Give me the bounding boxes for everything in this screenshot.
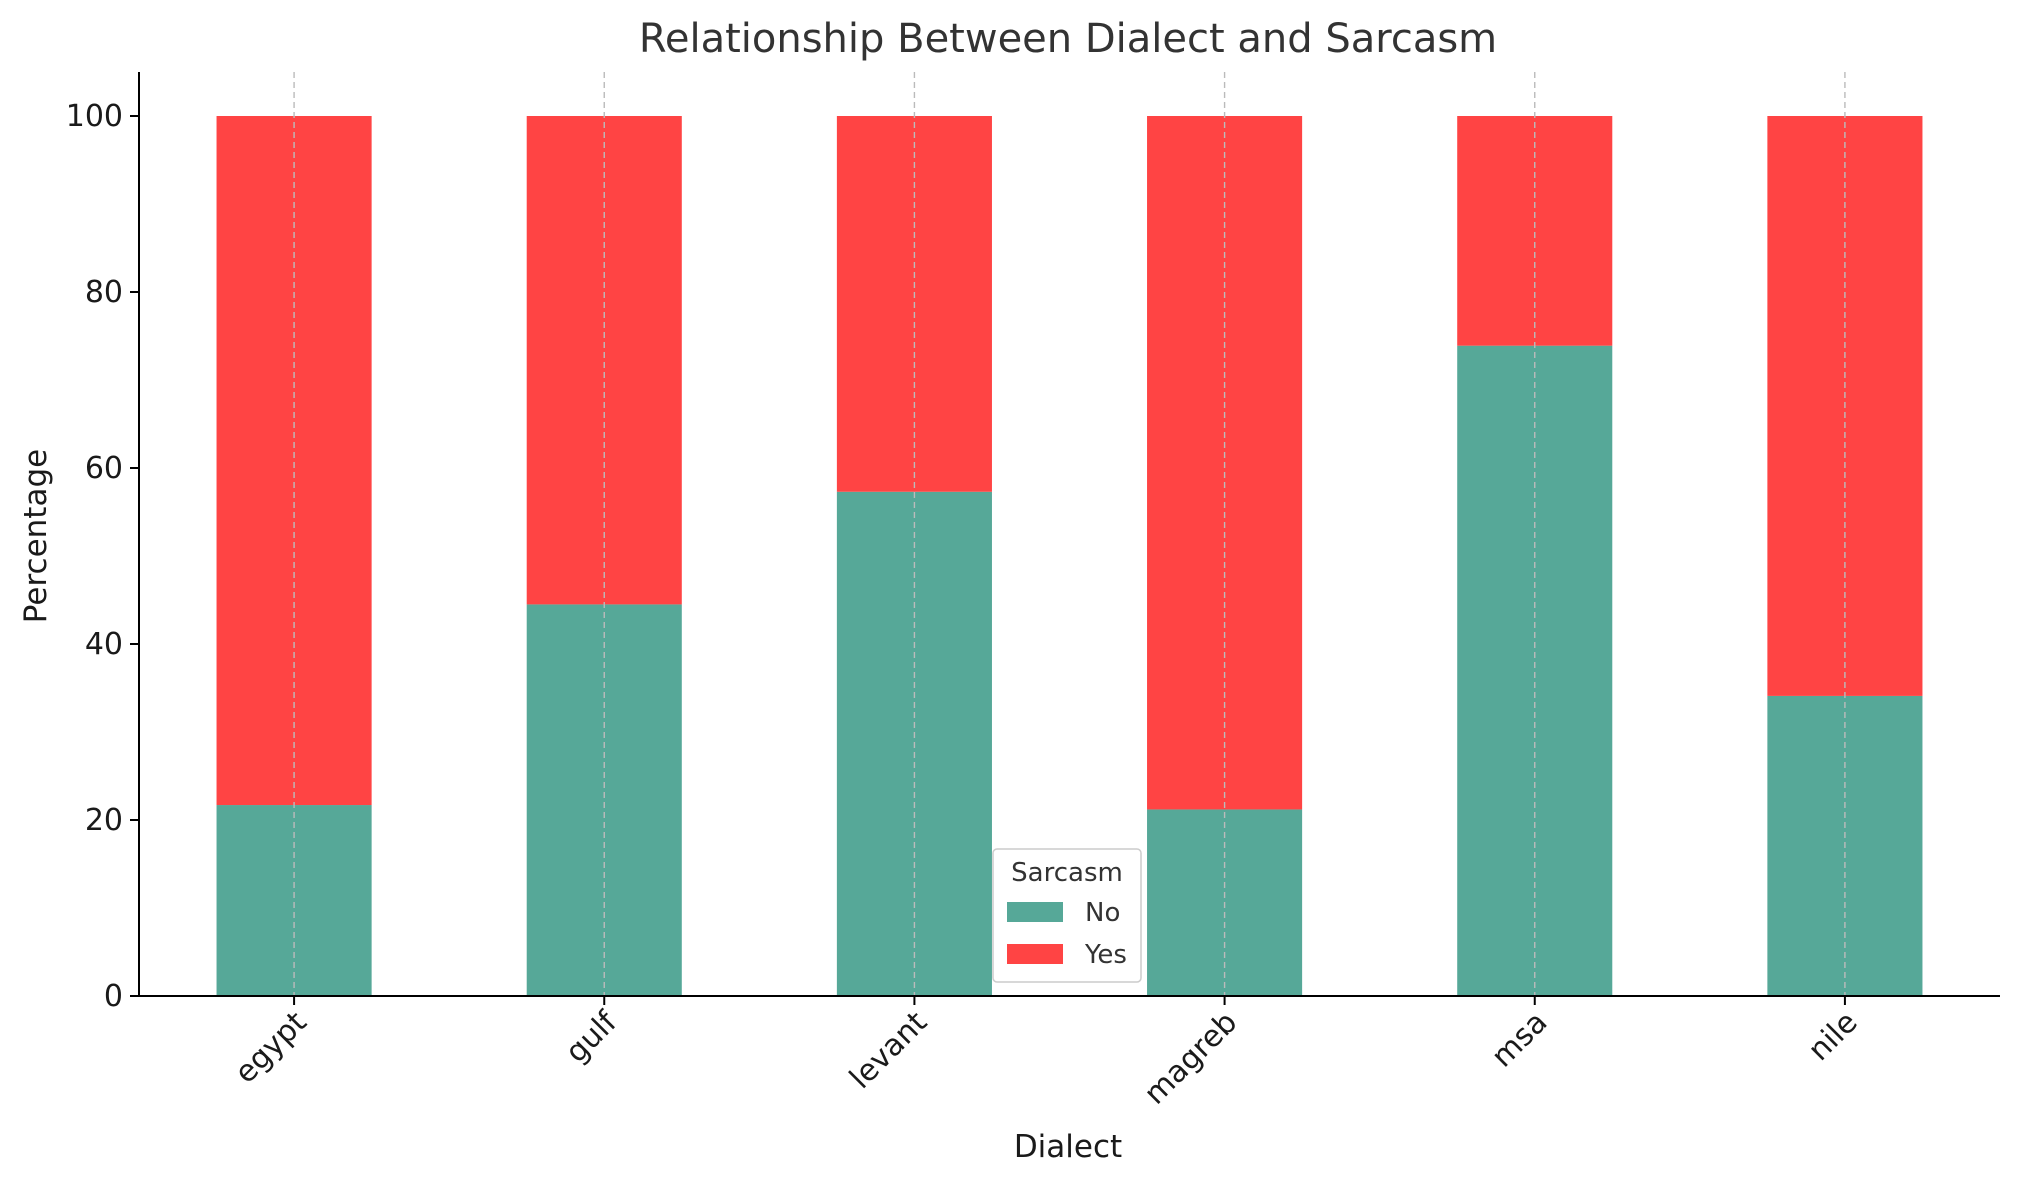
bar-gulf-no: [526, 604, 682, 996]
y-tick-label: 0: [104, 979, 123, 1014]
legend: Sarcasm No Yes: [992, 848, 1142, 983]
bar-gulf-yes: [526, 116, 682, 605]
x-axis-label: Dialect: [1014, 1129, 1122, 1165]
chart-title: Relationship Between Dialect and Sarcasm: [639, 16, 1497, 62]
y-tick-label: 80: [85, 275, 123, 310]
axes-layer: [138, 72, 2000, 997]
legend-title: Sarcasm: [1011, 858, 1123, 888]
x-tick-label-nile: nile: [1802, 1005, 1865, 1068]
y-tick-label: 60: [85, 451, 123, 486]
y-tick-label: 40: [85, 627, 123, 662]
y-tick-label: 100: [66, 99, 123, 134]
x-tick-label-gulf: gulf: [559, 1004, 625, 1070]
bar-egypt-yes: [216, 116, 372, 806]
x-tick-label-levant: levant: [843, 1005, 934, 1096]
x-tick-label-magreb: magreb: [1138, 1005, 1245, 1112]
legend-swatch-yes: [1007, 944, 1063, 964]
x-tick-label-egypt: egypt: [228, 1005, 314, 1091]
legend-swatch-no: [1007, 902, 1063, 922]
y-axis-label: Percentage: [18, 449, 54, 623]
y-tick-label: 20: [85, 803, 123, 838]
x-tick-label-msa: msa: [1485, 1005, 1554, 1074]
legend-label-no: No: [1085, 898, 1120, 928]
legend-label-yes: Yes: [1084, 940, 1127, 970]
bar-msa-yes: [1457, 116, 1613, 346]
x-gridlines: [293, 72, 1846, 996]
